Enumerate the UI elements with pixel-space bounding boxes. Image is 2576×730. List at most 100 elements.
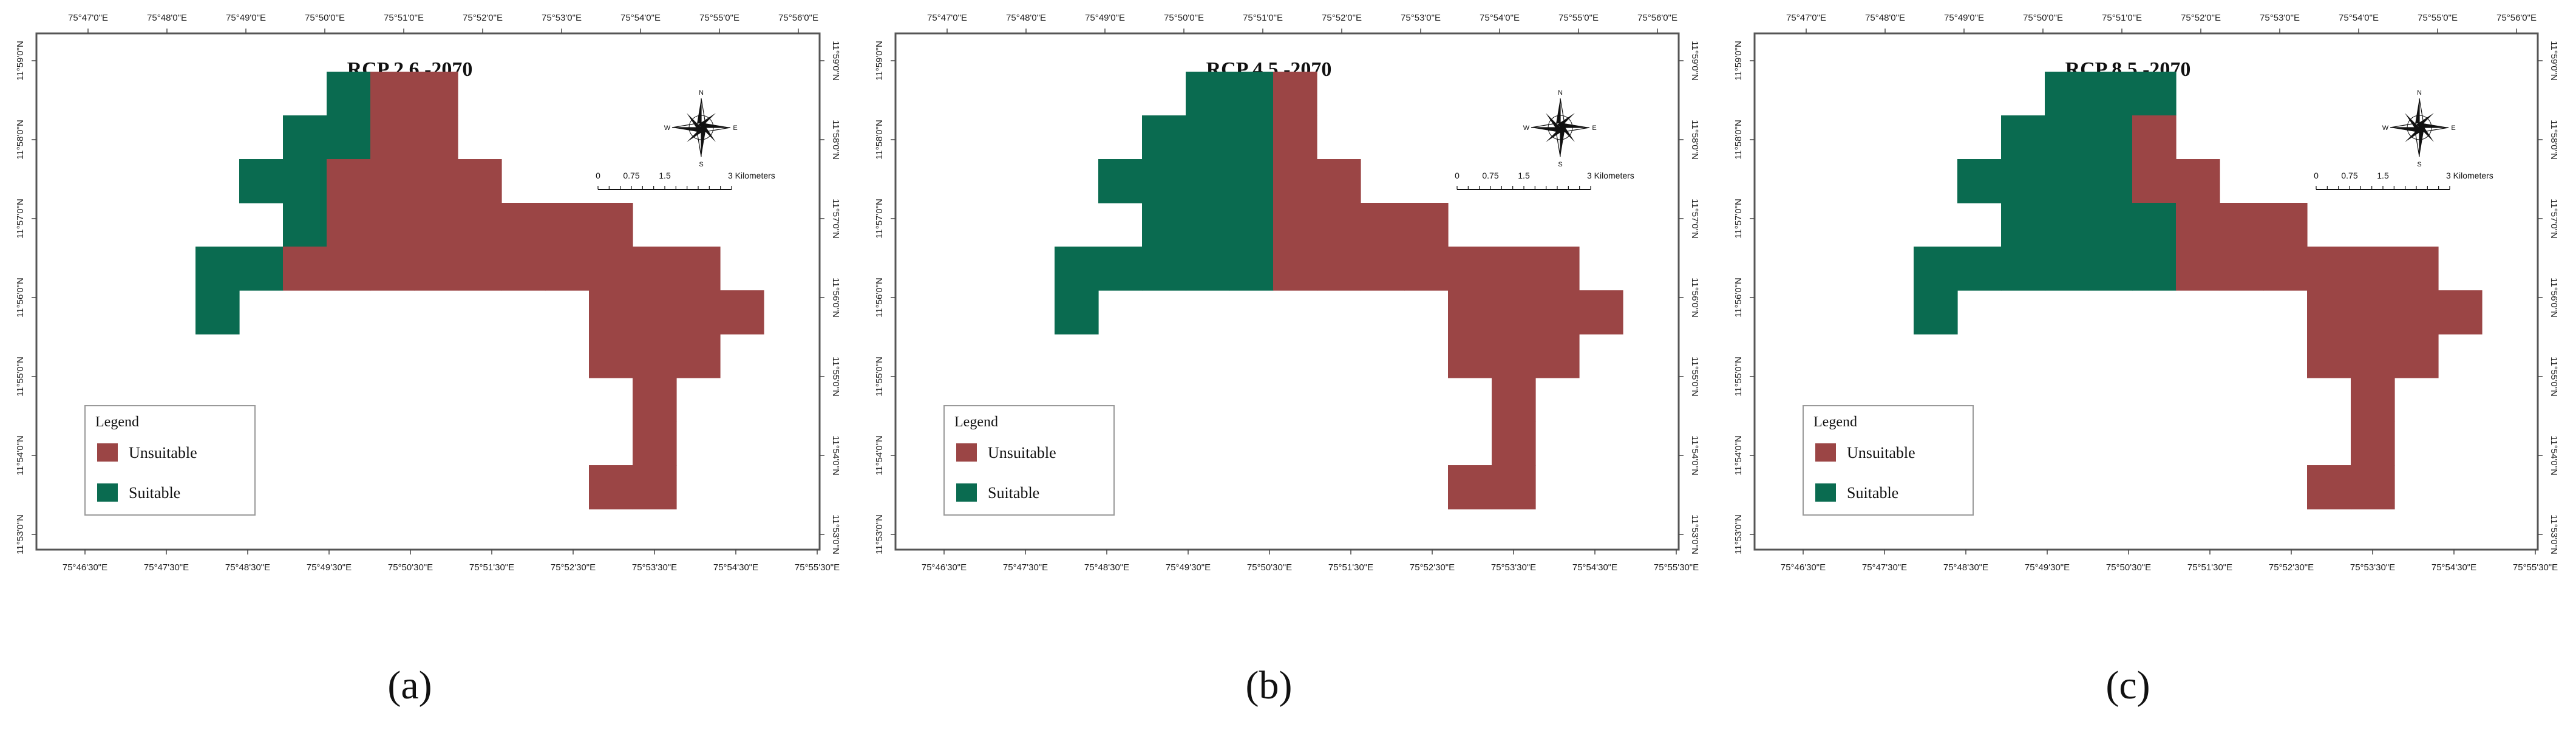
left-tick-label: 11°58'0"N [15,120,25,160]
left-tick-label: 11°59'0"N [1733,41,1744,81]
legend-label-unsuitable: Unsuitable [988,444,1056,462]
north-arrow-icon: N S E W [1523,89,1597,168]
suitable-cell [2001,203,2045,247]
unsuitable-cell [589,334,633,378]
compass-n-label: N [2417,89,2422,97]
left-latitude-ticks: 11°59'0"N 11°58'0"N 11°57'0"N 11°56'0"N 11°5… [15,41,36,554]
suitable-cell [2088,159,2133,203]
suitable-cell [1186,247,1230,291]
unsuitable-cell [633,421,677,466]
bottom-tick-label: 75°46'30"E [1781,562,1826,573]
unsuitable-cell [2351,421,2395,466]
left-tick-label: 11°58'0"N [1733,120,1744,160]
bottom-tick-label: 75°49'30"E [1166,562,1211,573]
unsuitable-cell [414,159,458,203]
top-tick-label: 75°51'0"E [2102,13,2142,23]
unsuitable-cell [414,72,458,116]
suitable-cell [1098,159,1143,203]
left-tick-label: 11°59'0"N [15,41,25,81]
unsuitable-cell [1361,203,1405,247]
unsuitable-cell [283,247,327,291]
suitable-cell [1957,159,2002,203]
right-tick-label: 11°55'0"N [1690,356,1700,397]
unsuitable-cell [1492,247,1536,291]
scale-bar-label: 0 [2314,171,2319,180]
right-tick-label: 11°54'0"N [1690,435,1700,476]
suitable-cell [1142,247,1186,291]
top-longitude-ticks: 75°47'0"E 75°48'0"E 75°49'0"E 75°50'0"E 75°5… [927,13,1677,33]
suitable-cell [1186,115,1230,160]
top-tick-label: 75°55'0"E [1558,13,1599,23]
map-panel-c: 75°47'0"E 75°48'0"E 75°49'0"E 75°50'0"E 75°5… [1733,13,2559,708]
bottom-tick-label: 75°55'30"E [2513,562,2558,573]
suitable-cell [1142,203,1186,247]
suitable-cell [1186,203,1230,247]
legend-label-suitable: Suitable [988,484,1039,502]
scale-bar: 0 0.75 1.5 3 Kilometers [2314,171,2493,190]
legend-label-suitable: Suitable [1847,484,1898,502]
top-tick-label: 75°52'0"E [2181,13,2221,23]
unsuitable-cell [1579,290,1623,335]
right-latitude-ticks: 11°59'0"N 11°58'0"N 11°57'0"N 11°56'0"N 11°5… [2538,41,2559,554]
unsuitable-cell [1448,247,1492,291]
suitable-cell [2088,203,2133,247]
suitable-cell [2045,247,2089,291]
unsuitable-cell [2263,203,2308,247]
right-tick-label: 11°58'0"N [1690,120,1700,160]
map-panel-b: 75°47'0"E 75°48'0"E 75°49'0"E 75°50'0"E 75°5… [874,13,1700,708]
scale-bar-label: 3 Kilometers [2446,171,2493,180]
compass-w-label: W [2382,125,2389,132]
right-tick-label: 11°53'0"N [831,514,841,554]
bottom-tick-label: 75°55'30"E [795,562,840,573]
left-tick-label: 11°59'0"N [874,41,885,81]
scale-bar-label: 1.5 [659,171,671,180]
top-tick-label: 75°49'0"E [1944,13,1984,23]
suitable-cell [1914,247,1958,291]
left-tick-label: 11°53'0"N [1733,514,1744,554]
scale-bar: 0 0.75 1.5 3 Kilometers [596,171,775,190]
panel-caption: (c) [2105,663,2150,708]
unsuitable-cell [2394,334,2439,378]
unsuitable-cell [1273,72,1317,116]
left-tick-label: 11°57'0"N [874,199,885,239]
unsuitable-cell [2220,247,2264,291]
bottom-tick-label: 75°50'30"E [1247,562,1292,573]
left-tick-label: 11°53'0"N [15,514,25,554]
top-tick-label: 75°52'0"E [463,13,503,23]
left-latitude-ticks: 11°59'0"N 11°58'0"N 11°57'0"N 11°56'0"N 11°5… [874,41,895,554]
left-tick-label: 11°54'0"N [1733,435,1744,476]
scale-bar-label: 0 [596,171,600,180]
unsuitable-cell [633,378,677,422]
compass-n-label: N [1558,89,1563,97]
suitable-cell [283,159,327,203]
left-tick-label: 11°54'0"N [874,435,885,476]
unsuitable-cell [370,159,415,203]
top-tick-label: 75°49'0"E [226,13,266,23]
top-tick-label: 75°56'0"E [2496,13,2537,23]
unsuitable-cell [2307,334,2351,378]
top-tick-label: 75°54'0"E [620,13,661,23]
unsuitable-cell [1404,203,1449,247]
bottom-tick-label: 75°48'30"E [1943,562,1988,573]
compass-s-label: S [2417,161,2421,168]
unsuitable-cell [370,72,415,116]
unsuitable-cell [1317,247,1361,291]
right-tick-label: 11°56'0"N [1690,278,1700,318]
bottom-tick-label: 75°48'30"E [1084,562,1129,573]
unsuitable-cell [2351,465,2395,510]
legend-title: Legend [95,414,139,430]
suitable-cell [2045,72,2089,116]
top-tick-label: 75°55'0"E [699,13,739,23]
compass-e-label: E [733,125,737,132]
unsuitable-cell [1535,334,1580,378]
right-tick-label: 11°53'0"N [2549,514,2559,554]
bottom-longitude-ticks: 75°46'30"E 75°47'30"E 75°48'30"E 75°49'30"E… [922,550,1699,573]
scale-bar-label: 1.5 [2377,171,2389,180]
suitable-cell [2045,159,2089,203]
unsuitable-cell [676,334,721,378]
unsuitable-cell [1361,247,1405,291]
unsuitable-cell [589,290,633,335]
bottom-tick-label: 75°49'30"E [307,562,352,573]
suitable-cell [2088,72,2133,116]
suitable-cell [327,72,371,116]
